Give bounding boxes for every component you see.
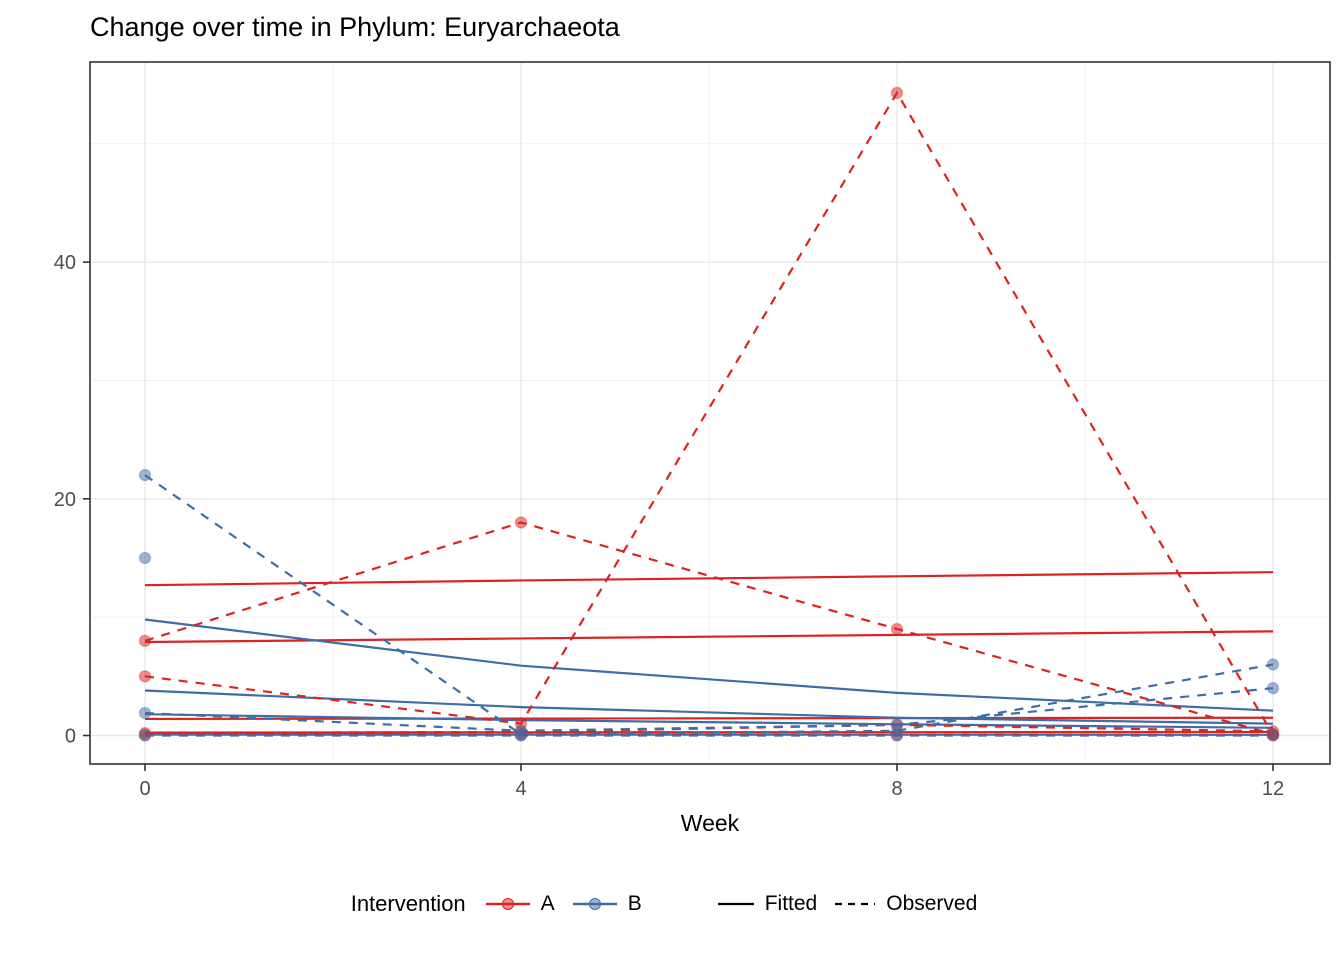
data-point [890, 86, 904, 100]
series-observed-a-2 [144, 90, 1274, 736]
data-point [514, 729, 528, 742]
chart-title: Change over time in Phylum: Euryarchaeot… [90, 12, 620, 42]
series-fitted-a-2 [144, 630, 1274, 644]
data-point [890, 718, 904, 732]
x-tick-label: 8 [891, 778, 902, 800]
legend-label-observed: Observed [886, 892, 978, 915]
data-point [1266, 658, 1280, 671]
y-tick-label: 40 [54, 252, 76, 274]
legend-label-b: B [627, 892, 642, 915]
series-fitted-b-3 [144, 713, 1274, 729]
y-tick-label: 20 [54, 489, 76, 511]
data-point [138, 551, 152, 565]
series-fitted-a-1 [144, 571, 1274, 587]
legend-item-b: B [571, 892, 642, 916]
legend-title: Intervention [350, 891, 466, 916]
x-tick-label: 12 [1262, 778, 1284, 800]
legend-item-observed: Observed [833, 892, 977, 916]
data-points [138, 86, 1280, 742]
series-observed-b-1 [144, 474, 1274, 736]
y-tick-label: 0 [65, 726, 76, 748]
data-point [138, 670, 152, 683]
x-axis-title: Week [680, 810, 740, 836]
data-point [514, 516, 528, 529]
x-tick-label: 0 [139, 778, 150, 800]
series-observed-b-3 [144, 687, 1274, 732]
legend: Intervention A B Fitted [0, 891, 1344, 917]
axes: 0 4 8 12 0 20 40 [54, 252, 1284, 800]
series-fitted-a-4 [144, 730, 1274, 734]
legend-item-a: A [484, 892, 555, 916]
plot-area: 0 4 8 12 0 20 40 [54, 61, 1331, 800]
series-fitted-b-2 [144, 689, 1274, 725]
panel-border [89, 61, 1331, 765]
x-tick-label: 4 [515, 778, 526, 800]
legend-item-fitted: Fitted [716, 892, 818, 916]
data-point [138, 729, 152, 742]
data-point [138, 468, 152, 482]
series-lines [144, 90, 1274, 737]
data-point [890, 729, 904, 742]
panel-background [90, 62, 1330, 764]
data-point [138, 634, 152, 648]
legend-key-b-icon [572, 898, 617, 910]
legend-key-a-icon [485, 898, 530, 910]
observed-line-icon [835, 902, 876, 906]
series-fitted-a-3 [144, 716, 1274, 721]
data-point [138, 706, 152, 720]
legend-label-a: A [540, 892, 555, 915]
data-point [1266, 681, 1280, 695]
series-fitted-b-1 [144, 618, 1274, 712]
data-point [890, 622, 904, 636]
legend-label-fitted: Fitted [764, 892, 818, 915]
data-point [1266, 729, 1280, 742]
fitted-line-icon [717, 902, 754, 906]
